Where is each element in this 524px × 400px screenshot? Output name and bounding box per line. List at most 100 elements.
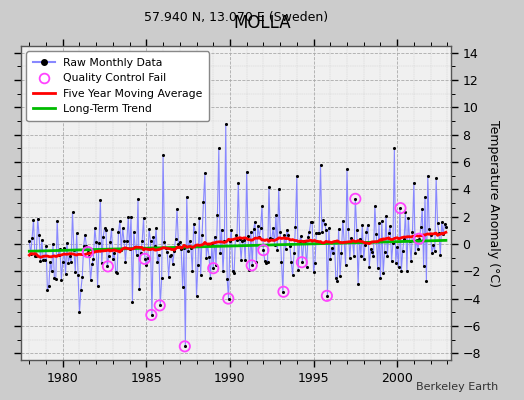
Point [102, 227, 110, 233]
Point [387, 258, 396, 264]
Point [196, 272, 205, 279]
Point [297, 233, 305, 240]
Point [187, 244, 195, 251]
Point [351, 196, 359, 202]
Point [290, 250, 298, 257]
Point [380, 249, 389, 255]
Point [101, 225, 109, 231]
Point [247, 262, 256, 268]
Point [393, 244, 401, 250]
Point [88, 261, 96, 268]
Point [249, 226, 258, 232]
Point [125, 246, 134, 252]
Point [302, 264, 311, 271]
Point [370, 203, 379, 209]
Point [158, 274, 166, 281]
Point [104, 263, 112, 270]
Point [404, 214, 412, 221]
Point [369, 252, 378, 259]
Point [206, 275, 215, 282]
Point [419, 263, 428, 270]
Point [148, 312, 156, 318]
Point [150, 243, 159, 249]
Point [182, 194, 191, 200]
Point [95, 240, 103, 246]
Y-axis label: Temperature Anomaly (°C): Temperature Anomaly (°C) [487, 120, 500, 286]
Point [45, 283, 53, 289]
Point [103, 263, 112, 270]
Point [181, 343, 190, 350]
Point [269, 225, 277, 231]
Point [194, 262, 202, 269]
Point [40, 257, 49, 264]
Point [209, 265, 217, 271]
Point [408, 228, 417, 235]
Point [121, 259, 129, 265]
Point [396, 205, 404, 211]
Point [108, 256, 117, 262]
Point [399, 247, 407, 254]
Point [401, 209, 410, 215]
Point [184, 248, 192, 254]
Point [61, 271, 70, 277]
Point [315, 230, 323, 236]
Point [178, 283, 187, 290]
Point [71, 268, 80, 275]
Point [421, 194, 429, 200]
Point [154, 259, 162, 266]
Point [212, 262, 220, 268]
Point [428, 250, 436, 257]
Point [211, 234, 219, 240]
Point [134, 196, 142, 202]
Point [266, 235, 275, 241]
Point [308, 219, 316, 226]
Point [170, 248, 178, 254]
Point [89, 256, 97, 262]
Point [145, 226, 154, 232]
Point [427, 232, 435, 238]
Point [163, 249, 171, 256]
Point [231, 232, 239, 238]
Point [167, 251, 176, 258]
Point [375, 220, 383, 226]
Text: MOLLA: MOLLA [233, 14, 291, 32]
Point [205, 254, 213, 260]
Point [165, 273, 173, 280]
Point [60, 245, 68, 251]
Point [135, 286, 144, 292]
Point [96, 197, 105, 204]
Point [91, 225, 99, 231]
Point [355, 236, 364, 242]
Point [215, 145, 223, 152]
Point [35, 232, 43, 238]
Point [173, 206, 181, 212]
Point [286, 243, 294, 249]
Point [307, 218, 315, 225]
Point [159, 152, 167, 158]
Point [224, 295, 233, 302]
Point [321, 221, 329, 227]
Point [120, 238, 128, 244]
Point [304, 234, 312, 240]
Point [227, 227, 235, 233]
Point [439, 231, 447, 237]
Point [117, 247, 125, 254]
Point [106, 239, 114, 246]
Point [85, 253, 93, 259]
Point [54, 252, 63, 258]
Point [70, 247, 78, 254]
Point [113, 270, 121, 277]
Point [262, 260, 270, 266]
Point [396, 205, 405, 211]
Point [137, 250, 145, 256]
Point [288, 272, 297, 278]
Point [277, 259, 286, 266]
Point [359, 256, 368, 262]
Point [56, 246, 64, 252]
Point [124, 214, 133, 220]
Point [436, 252, 444, 258]
Point [43, 287, 52, 293]
Point [414, 246, 422, 252]
Point [361, 242, 369, 248]
Point [318, 229, 326, 235]
